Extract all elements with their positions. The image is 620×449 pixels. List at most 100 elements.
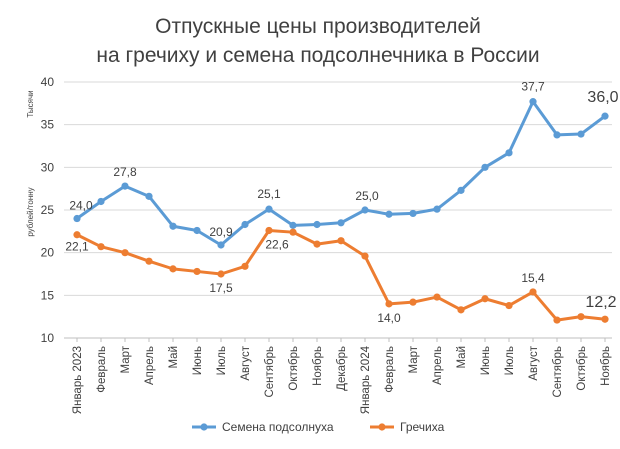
x-tick-label: Апрель xyxy=(144,346,156,385)
x-tick-label: Июнь xyxy=(192,346,204,375)
data-point xyxy=(169,222,177,230)
x-tick-label: Сентябрь xyxy=(264,346,276,398)
data-point xyxy=(457,186,465,194)
data-label: 27,8 xyxy=(113,165,137,179)
x-tick-label: Октябрь xyxy=(576,346,588,391)
legend-marker-1 xyxy=(378,423,386,431)
data-point xyxy=(529,288,537,296)
data-point xyxy=(409,298,417,306)
data-point xyxy=(217,270,225,278)
data-point xyxy=(385,210,393,218)
gridlines xyxy=(64,81,612,339)
data-label: 17,5 xyxy=(209,281,233,295)
data-label: 14,0 xyxy=(377,311,401,325)
x-tick-label: Октябрь xyxy=(288,346,300,391)
x-tick-label: Февраль xyxy=(96,346,108,393)
data-point xyxy=(577,130,585,138)
data-point xyxy=(337,237,345,245)
y-tick-label: 25 xyxy=(41,203,55,217)
data-point xyxy=(97,243,105,251)
data-point xyxy=(505,149,513,157)
data-point xyxy=(193,267,201,276)
data-point xyxy=(361,206,369,214)
x-tick-label: Август xyxy=(240,345,252,380)
data-point xyxy=(73,214,81,223)
data-point xyxy=(217,241,225,249)
data-point xyxy=(241,220,249,229)
data-point xyxy=(457,306,465,314)
data-label: 24,0 xyxy=(69,199,93,213)
data-point xyxy=(97,197,105,206)
data-point xyxy=(145,192,153,200)
y-unit-top: Тысячи xyxy=(26,90,35,117)
data-point xyxy=(577,313,585,321)
data-point xyxy=(169,265,177,273)
chart-title-line-1: Отпускные цены производителей xyxy=(155,15,481,38)
y-tick-label: 30 xyxy=(41,160,55,174)
y-tick-label: 20 xyxy=(41,246,55,260)
data-label: 12,2 xyxy=(585,294,616,311)
x-tick-label: Июнь xyxy=(480,346,492,375)
data-label: 37,7 xyxy=(521,80,545,94)
data-labels: 24,0 27,8 20,9 25,1 25,0 37,7 36,0 22,1 17,5 22,6… xyxy=(65,80,618,325)
data-label: 15,4 xyxy=(521,271,545,285)
axes: 10 15 20 25 30 35 40 Январь 2023 Февраль Март Апре… xyxy=(41,75,612,414)
data-point xyxy=(121,249,129,257)
data-point xyxy=(337,219,345,227)
y-tick-label: 10 xyxy=(41,331,55,345)
series xyxy=(73,98,609,324)
legend-label-1: Гречиха xyxy=(400,420,445,434)
y-unit-mid: рублей/тонну xyxy=(26,187,35,236)
x-tick-label: Июль xyxy=(216,346,228,375)
data-point xyxy=(265,226,273,235)
chart-title-line-2: на гречиху и семена подсолнечника в Росс… xyxy=(96,44,539,67)
x-tick-label: Январь 2024 xyxy=(360,345,372,414)
data-label: 25,0 xyxy=(355,189,379,203)
y-tick-label: 35 xyxy=(41,118,55,132)
x-tick-label: Февраль xyxy=(384,346,396,393)
data-point xyxy=(145,257,153,265)
data-point xyxy=(313,240,321,248)
data-point xyxy=(289,221,297,229)
y-tick-label: 40 xyxy=(41,75,55,89)
x-tick-label: Июль xyxy=(504,346,516,375)
x-tick-label: Ноябрь xyxy=(312,346,324,386)
data-point xyxy=(601,112,609,120)
data-point xyxy=(433,293,441,301)
data-point xyxy=(313,220,321,229)
data-point xyxy=(265,205,273,213)
x-tick-label: Август xyxy=(528,345,540,380)
x-tick-label: Март xyxy=(120,345,132,373)
data-label: 22,6 xyxy=(265,237,289,251)
x-tick-label: Январь 2023 xyxy=(72,346,84,414)
x-tick-label: Май xyxy=(168,346,180,369)
data-point xyxy=(73,231,81,239)
x-tick-label: Декабрь xyxy=(336,346,348,391)
x-tick-label: Март xyxy=(408,345,420,373)
data-label: 25,1 xyxy=(257,187,281,201)
data-point xyxy=(385,300,393,308)
data-label: 36,0 xyxy=(587,89,618,106)
data-point xyxy=(553,316,561,324)
data-point xyxy=(529,98,537,106)
y-tick-label: 15 xyxy=(41,288,55,302)
data-label: 22,1 xyxy=(65,240,89,254)
legend-label-0: Семена подсолнуха xyxy=(222,420,334,434)
legend-marker-0 xyxy=(200,423,208,431)
data-point xyxy=(481,295,489,303)
data-point xyxy=(409,209,417,218)
x-tick-label: Май xyxy=(456,346,468,369)
data-point xyxy=(553,131,561,139)
x-tick-label: Сентябрь xyxy=(552,346,564,398)
data-point xyxy=(193,226,201,235)
x-tick-label: Ноябрь xyxy=(600,346,612,386)
data-point xyxy=(289,228,297,236)
data-label: 20,9 xyxy=(209,225,233,239)
data-point xyxy=(481,163,489,171)
data-point xyxy=(433,205,441,213)
legend: Семена подсолнуха Гречиха xyxy=(192,420,445,434)
data-point xyxy=(505,301,513,310)
data-point xyxy=(241,262,249,270)
